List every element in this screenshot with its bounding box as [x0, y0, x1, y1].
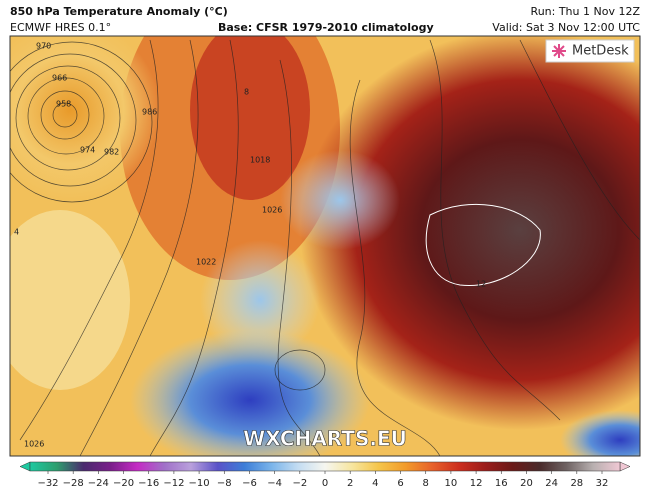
title: 850 hPa Temperature Anomaly (°C) [10, 5, 228, 18]
colorbar-label: 12 [470, 478, 483, 489]
colorbar-label: 4 [372, 478, 378, 489]
colorbar-label: −32 [37, 478, 58, 489]
colorbar-end [19, 461, 31, 472]
colorbar-end [619, 461, 631, 472]
isobar-label: 1022 [196, 258, 216, 267]
warm-core [190, 36, 310, 200]
warm-anomaly [300, 36, 640, 430]
isobar-label: 982 [104, 148, 119, 157]
colorbar-label: 10 [445, 478, 458, 489]
colorbar-label: −10 [189, 478, 210, 489]
isobar-label: 966 [52, 74, 67, 83]
valid: Valid: Sat 3 Nov 12:00 UTC [492, 21, 640, 34]
colorbar-label: −20 [113, 478, 134, 489]
isobar-label: 1026 [262, 206, 282, 215]
colorbar-label: 28 [570, 478, 583, 489]
isobar-label: 970 [36, 42, 51, 51]
colorbar-label: 20 [520, 478, 533, 489]
colorbar-label: −2 [292, 478, 307, 489]
colorbar-label: −4 [267, 478, 282, 489]
colorbar-label: −8 [217, 478, 232, 489]
isobar-label: 958 [56, 100, 71, 109]
colorbar-label: −28 [63, 478, 84, 489]
colorbar-label: 2 [347, 478, 353, 489]
colorbar-label: 0 [322, 478, 328, 489]
run: Run: Thu 1 Nov 12Z [531, 5, 641, 18]
colorbar-scale [29, 461, 621, 472]
colorbar-label: 24 [545, 478, 558, 489]
colorbar: −32 −28 −24 −20 −16 −12 −10 −8 −6 −4 −2 0 2 4 6 8 10 12 16… [19, 461, 631, 489]
isobars [10, 39, 640, 456]
colorbar-label: −16 [138, 478, 159, 489]
logo-icon [552, 44, 566, 58]
isobar-label: 1026 [24, 440, 44, 449]
colorbar-label: 6 [397, 478, 403, 489]
colorbar-label: −6 [242, 478, 257, 489]
colorbar-label: −24 [88, 478, 109, 489]
isotherm-label: 8 [244, 88, 249, 97]
isobar-label: 986 [142, 108, 157, 117]
isotherm-label: 4 [14, 228, 19, 237]
cool-area [280, 150, 400, 250]
isobar-label: 974 [80, 146, 95, 155]
cold-anomaly [560, 410, 640, 456]
isotherm-label: 12 [476, 280, 486, 289]
logo: MetDesk [572, 44, 629, 59]
cold-anomaly [130, 330, 370, 456]
colorbar-label: 32 [596, 478, 609, 489]
isobar-label: 1018 [250, 156, 270, 165]
colorbar-label: 16 [495, 478, 508, 489]
map: 970 966 958 974 982 986 1018 1026 1022 1… [10, 36, 640, 456]
watermark: WXCHARTS.EU [243, 427, 407, 451]
low-pressure [10, 36, 160, 200]
map-frame [9, 35, 641, 457]
isotherm [425, 203, 541, 287]
colorbar-label: −12 [163, 478, 184, 489]
mild-area [10, 210, 130, 390]
base: Base: CFSR 1979-2010 climatology [218, 21, 434, 34]
colorbar-label: 8 [423, 478, 429, 489]
logo-box [545, 39, 635, 63]
cool-area [200, 240, 320, 360]
model: ECMWF HRES 0.1° [10, 21, 111, 34]
